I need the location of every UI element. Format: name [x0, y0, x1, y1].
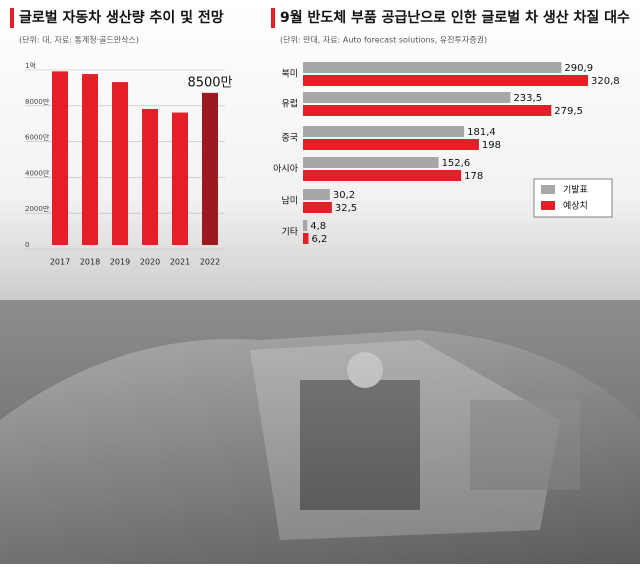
y-tick-label: 6000만 — [25, 133, 50, 142]
bar — [303, 220, 308, 231]
y-tick-label: 0 — [25, 241, 29, 249]
value-label: 32,5 — [335, 203, 357, 214]
x-tick-label: 2022 — [200, 258, 220, 267]
bar — [202, 92, 218, 245]
value-label: 233,5 — [513, 93, 542, 104]
photo-backdrop — [0, 300, 640, 564]
chart-title: 9월 반도체 부품 공급난으로 인한 글로벌 차 생산 차질 대수 — [280, 9, 630, 26]
bar — [303, 92, 511, 103]
y-tick-label: 8000만 — [25, 97, 50, 106]
y-tick-label: 4000만 — [25, 168, 50, 177]
x-tick-label: 2020 — [140, 258, 160, 267]
x-tick-label: 2017 — [50, 258, 70, 267]
x-tick-label: 2018 — [80, 258, 100, 267]
bar — [303, 105, 552, 116]
bar — [112, 82, 128, 245]
bar — [82, 74, 98, 246]
chart-subtitle: (단위: 만대, 자료: Auto forecast solutions, 유진… — [280, 35, 487, 45]
category-label: 중국 — [281, 133, 298, 144]
value-label: 320,8 — [591, 76, 620, 87]
bar — [303, 139, 479, 150]
bar — [303, 170, 462, 181]
bar — [303, 75, 588, 86]
bar — [303, 157, 439, 168]
category-label: 유럽 — [281, 99, 298, 110]
value-label: 178 — [464, 171, 483, 182]
value-label: 198 — [482, 140, 501, 151]
bar — [52, 71, 68, 246]
y-tick-label: 1억 — [25, 62, 36, 70]
legend-label: 기발표 — [563, 185, 588, 196]
legend-swatch — [541, 185, 555, 194]
x-tick-label: 2019 — [110, 258, 130, 267]
value-label: 4,8 — [310, 221, 326, 232]
title-marker — [10, 8, 14, 28]
y-tick-label: 2000만 — [25, 204, 50, 213]
bar — [303, 202, 332, 213]
bar — [303, 189, 330, 200]
legend-swatch — [541, 201, 555, 210]
category-label: 기타 — [281, 227, 298, 238]
value-label: 290,9 — [564, 63, 593, 74]
bar — [142, 108, 158, 246]
chart-subtitle: (단위: 대, 자료: 통계청·골드만삭스) — [19, 35, 139, 45]
value-label: 279,5 — [554, 106, 583, 117]
value-label: 181,4 — [467, 127, 496, 138]
category-label: 아시아 — [273, 164, 299, 175]
bar — [303, 233, 309, 244]
value-label: 6,2 — [312, 234, 328, 245]
bar — [303, 62, 562, 73]
bar — [303, 126, 465, 137]
title-marker — [271, 8, 275, 28]
value-label: 152,6 — [442, 158, 471, 169]
legend-label: 예상치 — [563, 200, 588, 212]
bar — [172, 112, 188, 245]
category-label: 북미 — [281, 69, 298, 80]
category-label: 남미 — [281, 196, 298, 207]
value-label: 30,2 — [333, 190, 355, 201]
chart-title: 글로벌 자동차 생산량 추이 및 전망 — [19, 9, 224, 26]
value-label: 8500만 — [187, 75, 232, 90]
x-tick-label: 2021 — [170, 258, 190, 267]
